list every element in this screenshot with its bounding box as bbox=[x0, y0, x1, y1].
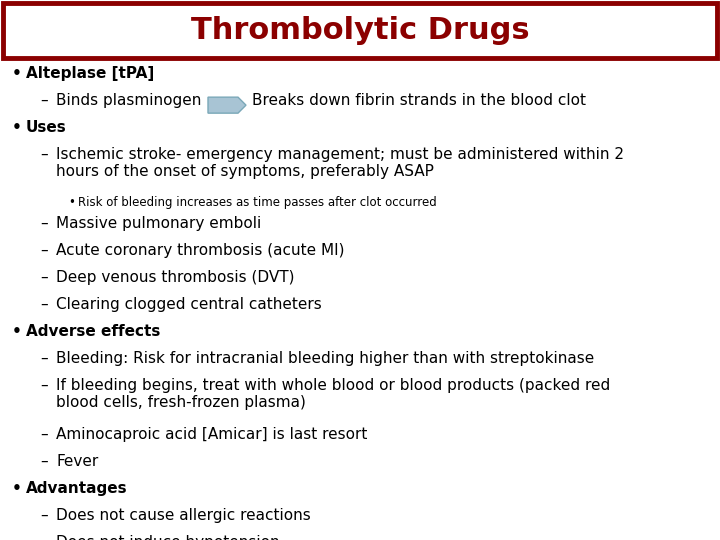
Text: –: – bbox=[40, 147, 48, 162]
Text: •: • bbox=[12, 66, 22, 81]
Text: –: – bbox=[40, 508, 48, 523]
Text: Bleeding: Risk for intracranial bleeding higher than with streptokinase: Bleeding: Risk for intracranial bleeding… bbox=[56, 351, 594, 366]
Text: Acute coronary thrombosis (acute MI): Acute coronary thrombosis (acute MI) bbox=[56, 243, 344, 258]
Text: Thrombolytic Drugs: Thrombolytic Drugs bbox=[191, 16, 529, 45]
Text: –: – bbox=[40, 454, 48, 469]
Text: –: – bbox=[40, 378, 48, 393]
Text: –: – bbox=[40, 216, 48, 231]
Text: Risk of bleeding increases as time passes after clot occurred: Risk of bleeding increases as time passe… bbox=[78, 196, 437, 209]
Text: Uses: Uses bbox=[26, 120, 67, 135]
Polygon shape bbox=[208, 97, 246, 113]
Text: Advantages: Advantages bbox=[26, 481, 127, 496]
Text: Breaks down fibrin strands in the blood clot: Breaks down fibrin strands in the blood … bbox=[252, 93, 586, 108]
Text: •: • bbox=[12, 324, 22, 339]
Text: •: • bbox=[68, 196, 75, 209]
Text: –: – bbox=[40, 535, 48, 540]
Text: Fever: Fever bbox=[56, 454, 98, 469]
Text: –: – bbox=[40, 270, 48, 285]
Text: Binds plasminogen: Binds plasminogen bbox=[56, 93, 202, 108]
Text: Ischemic stroke- emergency management; must be administered within 2
hours of th: Ischemic stroke- emergency management; m… bbox=[56, 147, 624, 179]
Text: Deep venous thrombosis (DVT): Deep venous thrombosis (DVT) bbox=[56, 270, 294, 285]
Text: •: • bbox=[12, 481, 22, 496]
Text: Does not induce hypotension: Does not induce hypotension bbox=[56, 535, 279, 540]
FancyBboxPatch shape bbox=[3, 3, 717, 58]
Text: –: – bbox=[40, 93, 48, 108]
Text: If bleeding begins, treat with whole blood or blood products (packed red
blood c: If bleeding begins, treat with whole blo… bbox=[56, 378, 611, 410]
Text: Massive pulmonary emboli: Massive pulmonary emboli bbox=[56, 216, 261, 231]
Text: Does not cause allergic reactions: Does not cause allergic reactions bbox=[56, 508, 311, 523]
Text: –: – bbox=[40, 427, 48, 442]
Text: Aminocaproic acid [Amicar] is last resort: Aminocaproic acid [Amicar] is last resor… bbox=[56, 427, 367, 442]
Text: Alteplase [tPA]: Alteplase [tPA] bbox=[26, 66, 154, 81]
Text: –: – bbox=[40, 297, 48, 312]
Text: Adverse effects: Adverse effects bbox=[26, 324, 161, 339]
Text: –: – bbox=[40, 243, 48, 258]
Text: •: • bbox=[12, 120, 22, 135]
Text: –: – bbox=[40, 351, 48, 366]
Text: Clearing clogged central catheters: Clearing clogged central catheters bbox=[56, 297, 322, 312]
